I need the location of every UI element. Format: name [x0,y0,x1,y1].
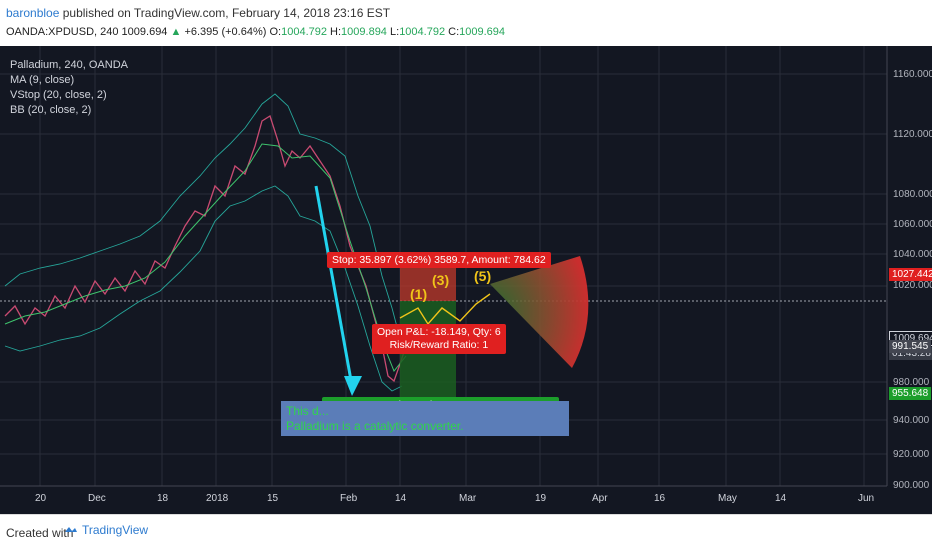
down-arrow [314,185,354,387]
author-link[interactable]: baronbloe [6,6,60,20]
wave-label-5: (5) [474,268,492,284]
tradingview-link[interactable]: TradingView [64,523,148,537]
elliott-wave-path [399,293,491,326]
price-tick: 1020.000 [893,280,932,291]
stop-label[interactable]: Stop: 35.897 (3.62%) 3589.7, Amount: 784… [327,252,551,268]
open-label: O: [269,26,282,38]
time-tick: 14 [395,493,407,504]
text-note[interactable]: This d... Palladium is a catalytic conve… [281,401,569,436]
time-tick: 18 [157,493,169,504]
chart-canvas[interactable] [0,46,932,514]
price-tick: 900.000 [893,480,930,491]
price-tick: 1040.000 [893,249,932,260]
chart-area[interactable]: Palladium, 240, OANDA MA (9, close) VSto… [0,46,932,514]
close-label: C: [448,26,460,38]
time-tick: Mar [459,493,477,504]
last-price: 1009.694 [121,26,168,38]
risk-reward-label: Risk/Reward Ratio: 1 [389,339,489,351]
publish-header: baronbloe published on TradingView.com, … [0,0,932,46]
price-tick: 1080.000 [893,189,932,200]
wave-label-1: (1) [410,286,428,302]
symbol-name: OANDA:XPDUSD, 240 [6,26,119,38]
symbol-line: OANDA:XPDUSD, 240 1009.694 ▲ +6.395 (+0.… [6,26,505,38]
price-tick: 920.000 [893,449,930,460]
high-label: H: [330,26,342,38]
indicator-legend: Palladium, 240, OANDA MA (9, close) VSto… [10,58,128,118]
time-tick: 14 [775,493,787,504]
change-value: +6.395 (+0.64%) [184,26,267,38]
time-tick: 15 [267,493,279,504]
bb-lower-band [4,185,403,392]
legend-bb[interactable]: BB (20, close, 2) [10,104,92,116]
price-tick: 1160.000 [893,69,932,80]
time-tick: 19 [535,493,547,504]
wave-label-3: (3) [432,272,450,288]
price-tick: 940.000 [893,415,930,426]
footer: Created with TradingView [0,514,932,551]
tradingview-logo-icon [65,527,77,532]
time-tick: Dec [88,493,106,504]
up-arrow-icon: ▲ [170,26,182,38]
projection-fan [490,256,589,368]
legend-vstop[interactable]: VStop (20, close, 2) [10,89,107,101]
created-with-text: Created with [6,526,74,540]
note-line-2: Palladium is a catalytic converter. [286,419,464,433]
time-tick: 20 [35,493,47,504]
time-tick: 16 [654,493,666,504]
time-tick: Jun [858,493,875,504]
low-value: 1004.792 [399,26,446,38]
arrow-head-icon [344,376,362,396]
time-tick: Feb [340,493,358,504]
time-tick: Apr [592,493,608,504]
published-text: published on TradingView.com, February 1… [62,6,391,20]
legend-title[interactable]: Palladium, 240, OANDA [10,59,128,71]
price-tick: 980.000 [893,377,930,388]
price-tick: 1120.000 [893,129,932,140]
stop-price-badge: 1027.442 [889,268,932,281]
legend-ma[interactable]: MA (9, close) [10,74,75,86]
open-value: 1004.792 [281,26,327,38]
bb-upper-band [4,93,403,347]
level2-badge: 955.648 [889,387,932,400]
tradingview-brand: TradingView [82,523,149,537]
price-series [4,115,413,383]
note-line-1: This d... [286,404,329,418]
time-tick: 2018 [206,493,229,504]
price-tick: 1060.000 [893,219,932,230]
time-tick: May [718,493,737,504]
pnl-label: Open P&L: -18.149, Qty: 6 [377,326,501,338]
level1-badge: 991.545 [889,340,932,353]
close-value: 1009.694 [459,26,506,38]
low-label: L: [390,26,400,38]
publish-line: baronbloe published on TradingView.com, … [6,6,390,20]
pnl-box[interactable]: Open P&L: -18.149, Qty: 6 Risk/Reward Ra… [372,324,506,354]
high-value: 1009.894 [341,26,387,38]
